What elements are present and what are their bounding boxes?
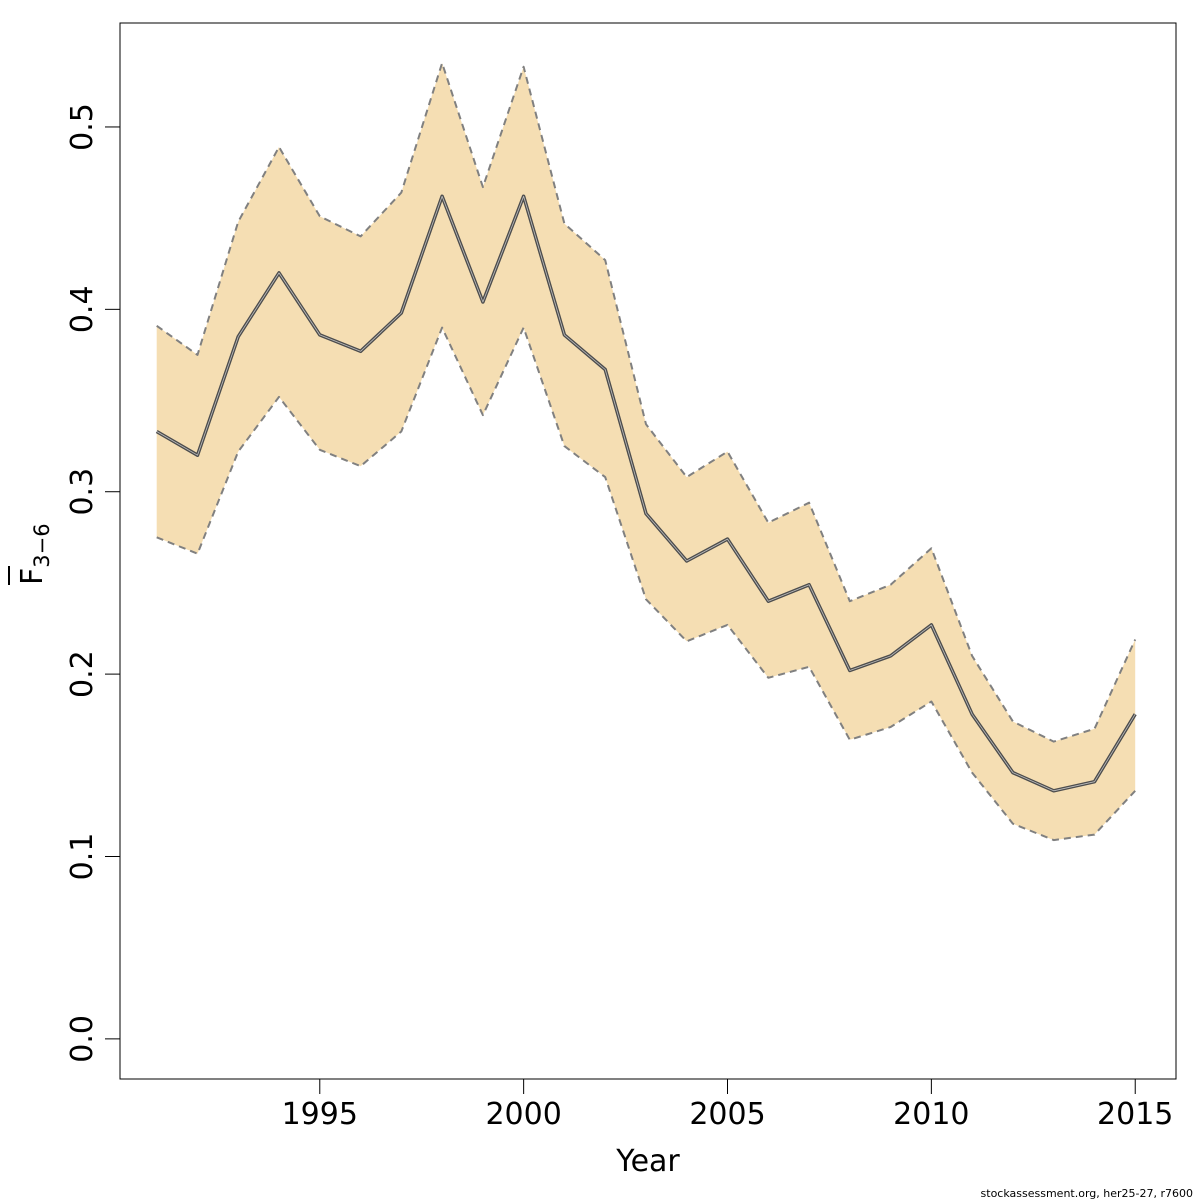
y-axis-title: F3−6 (8, 523, 54, 585)
y-axis: 0.0 0.1 0.2 0.3 0.4 0.5 (65, 103, 121, 1063)
y-tick-label: 0.4 (65, 285, 100, 333)
y-tick-label: 0.3 (65, 468, 100, 516)
y-axis-title-subscript: 3−6 (30, 523, 54, 567)
x-tick-label: 2015 (1097, 1097, 1173, 1132)
y-tick-label: 0.0 (65, 1015, 100, 1063)
y-tick-label: 0.2 (65, 650, 100, 698)
confidence-band (156, 63, 1136, 841)
x-axis: 1995 2000 2005 2010 2015 (282, 1078, 1173, 1132)
x-axis-title: Year (615, 1144, 680, 1179)
x-tick-label: 2010 (893, 1097, 969, 1132)
x-tick-label: 1995 (282, 1097, 358, 1132)
x-tick-label: 2005 (689, 1097, 765, 1132)
lower-bound-line (156, 326, 1136, 842)
upper-bound-line (156, 62, 1137, 743)
footer-credit: stockassessment.org, her25-27, r7600 (981, 1187, 1193, 1200)
plot-area (155, 62, 1137, 842)
y-tick-label: 0.5 (65, 103, 100, 151)
estimate-line-core (156, 195, 1136, 792)
x-tick-label: 2000 (485, 1097, 561, 1132)
y-tick-label: 0.1 (65, 833, 100, 881)
svg-text:F3−6: F3−6 (15, 523, 54, 585)
y-axis-title-main: F (15, 568, 50, 585)
